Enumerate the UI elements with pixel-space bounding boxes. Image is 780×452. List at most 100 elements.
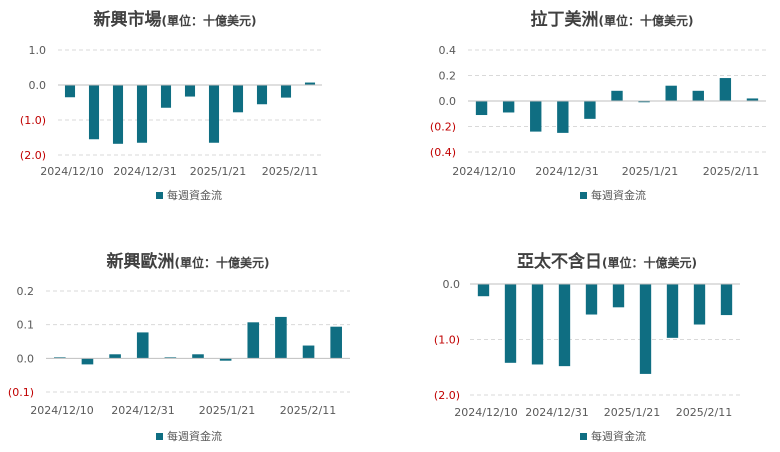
bar (112, 85, 124, 144)
chart-legend: 每週資金流 (580, 188, 646, 202)
bar (638, 101, 650, 103)
bar (232, 85, 244, 113)
legend-label: 每週資金流 (591, 429, 646, 443)
bar (720, 284, 733, 316)
x-tick-label: 2024/12/31 (535, 165, 598, 178)
bar (304, 82, 316, 85)
legend-swatch (580, 192, 587, 199)
bar (666, 284, 679, 338)
bar (136, 332, 149, 359)
bar (184, 85, 196, 97)
y-tick-label: (2.0) (434, 389, 460, 402)
x-tick-label: 2024/12/31 (111, 404, 174, 417)
y-tick-label: 0.0 (17, 352, 35, 365)
bar (477, 284, 490, 297)
bar (531, 284, 544, 365)
bar (585, 284, 598, 315)
y-tick-label: (0.1) (8, 386, 34, 399)
bar (81, 358, 94, 365)
x-tick-label: 2024/12/10 (452, 165, 515, 178)
y-tick-label: 0.0 (443, 278, 461, 291)
bar (54, 357, 66, 359)
y-tick-label: (1.0) (20, 114, 46, 127)
y-tick-label: (0.4) (430, 146, 456, 159)
svg-text:亞太不含日(單位：十億美元): 亞太不含日(單位：十億美元) (517, 251, 697, 272)
x-tick-label: 2025/1/21 (622, 165, 678, 178)
legend-swatch (580, 433, 587, 440)
bar (639, 284, 652, 374)
bar (136, 85, 148, 143)
chart-panel-emerging-markets: 新興市場(單位：十億美元) 1.0 0.0 (1.0) (2.0) 2024/12/10… (20, 9, 322, 202)
y-tick-label: 0.0 (439, 95, 457, 108)
chart-subtitle: (單位：十億美元) (602, 255, 697, 270)
legend-swatch (156, 192, 163, 199)
chart-title: 拉丁美洲 (531, 9, 599, 30)
chart-subtitle: (單位：十億美元) (599, 13, 694, 28)
svg-text:拉丁美洲(單位：十億美元): 拉丁美洲(單位：十億美元) (531, 9, 694, 30)
bar (219, 358, 232, 361)
bar (612, 284, 625, 308)
bar (530, 101, 542, 132)
x-tick-label: 2025/2/11 (676, 406, 732, 419)
chart-title: 亞太不含日 (517, 251, 602, 272)
x-tick-label: 2025/2/11 (703, 165, 759, 178)
y-tick-label: 1.0 (29, 44, 47, 57)
bar (164, 357, 177, 359)
bar (558, 284, 571, 367)
bar (611, 90, 623, 101)
bar (692, 90, 704, 101)
bar (557, 101, 569, 133)
x-tick-label: 2025/2/11 (262, 165, 318, 178)
y-tick-label: 0.1 (17, 319, 35, 332)
bar (502, 101, 515, 113)
bar (256, 85, 268, 105)
chart-subtitle: (單位：十億美元) (175, 255, 270, 270)
x-tick-label: 2024/12/10 (40, 165, 103, 178)
chart-legend: 每週資金流 (156, 188, 222, 202)
y-tick-label: (1.0) (434, 334, 460, 347)
bar (88, 85, 100, 140)
legend-swatch (156, 433, 163, 440)
chart-legend: 每週資金流 (580, 429, 646, 443)
bar (160, 85, 172, 108)
chart-panel-asia-pacific-ex-japan: 亞太不含日(單位：十億美元) 0.0 (1.0) (2.0) 2024/12/10 20… (434, 251, 740, 443)
bar (584, 101, 596, 119)
x-tick-label: 2025/1/21 (190, 165, 246, 178)
legend-label: 每週資金流 (591, 188, 646, 202)
chart-panel-emerging-europe: 新興歐洲(單位：十億美元) 0.2 0.1 0.0 (0.1) 2024/12/10 20… (8, 251, 350, 443)
bar (192, 354, 204, 359)
bar (665, 85, 677, 101)
chart-title: 新興歐洲 (107, 251, 175, 272)
bar (693, 284, 706, 325)
x-tick-label: 2025/1/21 (199, 404, 255, 417)
legend-label: 每週資金流 (167, 188, 222, 202)
chart-title: 新興市場 (94, 9, 162, 30)
y-tick-label: 0.4 (439, 44, 457, 57)
y-tick-label: 0.2 (439, 70, 457, 83)
bar (504, 284, 517, 363)
bar (330, 326, 342, 359)
bar (109, 354, 121, 359)
bar (275, 316, 287, 359)
bar (746, 98, 759, 101)
legend-label: 每週資金流 (167, 429, 222, 443)
x-tick-label: 2024/12/31 (113, 165, 176, 178)
chart-panel-latin-america: 拉丁美洲(單位：十億美元) 0.4 0.2 0.0 (0.2) (0.4) 2024/12… (430, 9, 766, 202)
x-tick-label: 2024/12/10 (454, 406, 517, 419)
chart-subtitle: (單位：十億美元) (162, 13, 257, 28)
y-tick-label: (0.2) (430, 121, 456, 134)
y-tick-label: 0.0 (29, 79, 47, 92)
x-tick-label: 2025/1/21 (604, 406, 660, 419)
bar (64, 85, 76, 98)
svg-text:新興歐洲(單位：十億美元): 新興歐洲(單位：十億美元) (107, 251, 270, 272)
chart-legend: 每週資金流 (156, 429, 222, 443)
y-tick-label: (2.0) (20, 149, 46, 162)
svg-text:新興市場(單位：十億美元): 新興市場(單位：十億美元) (94, 9, 257, 30)
bar (247, 322, 260, 359)
x-tick-label: 2025/2/11 (280, 404, 336, 417)
bar (208, 85, 220, 143)
bar (475, 101, 488, 116)
bar (280, 85, 292, 98)
x-tick-label: 2024/12/31 (525, 406, 588, 419)
